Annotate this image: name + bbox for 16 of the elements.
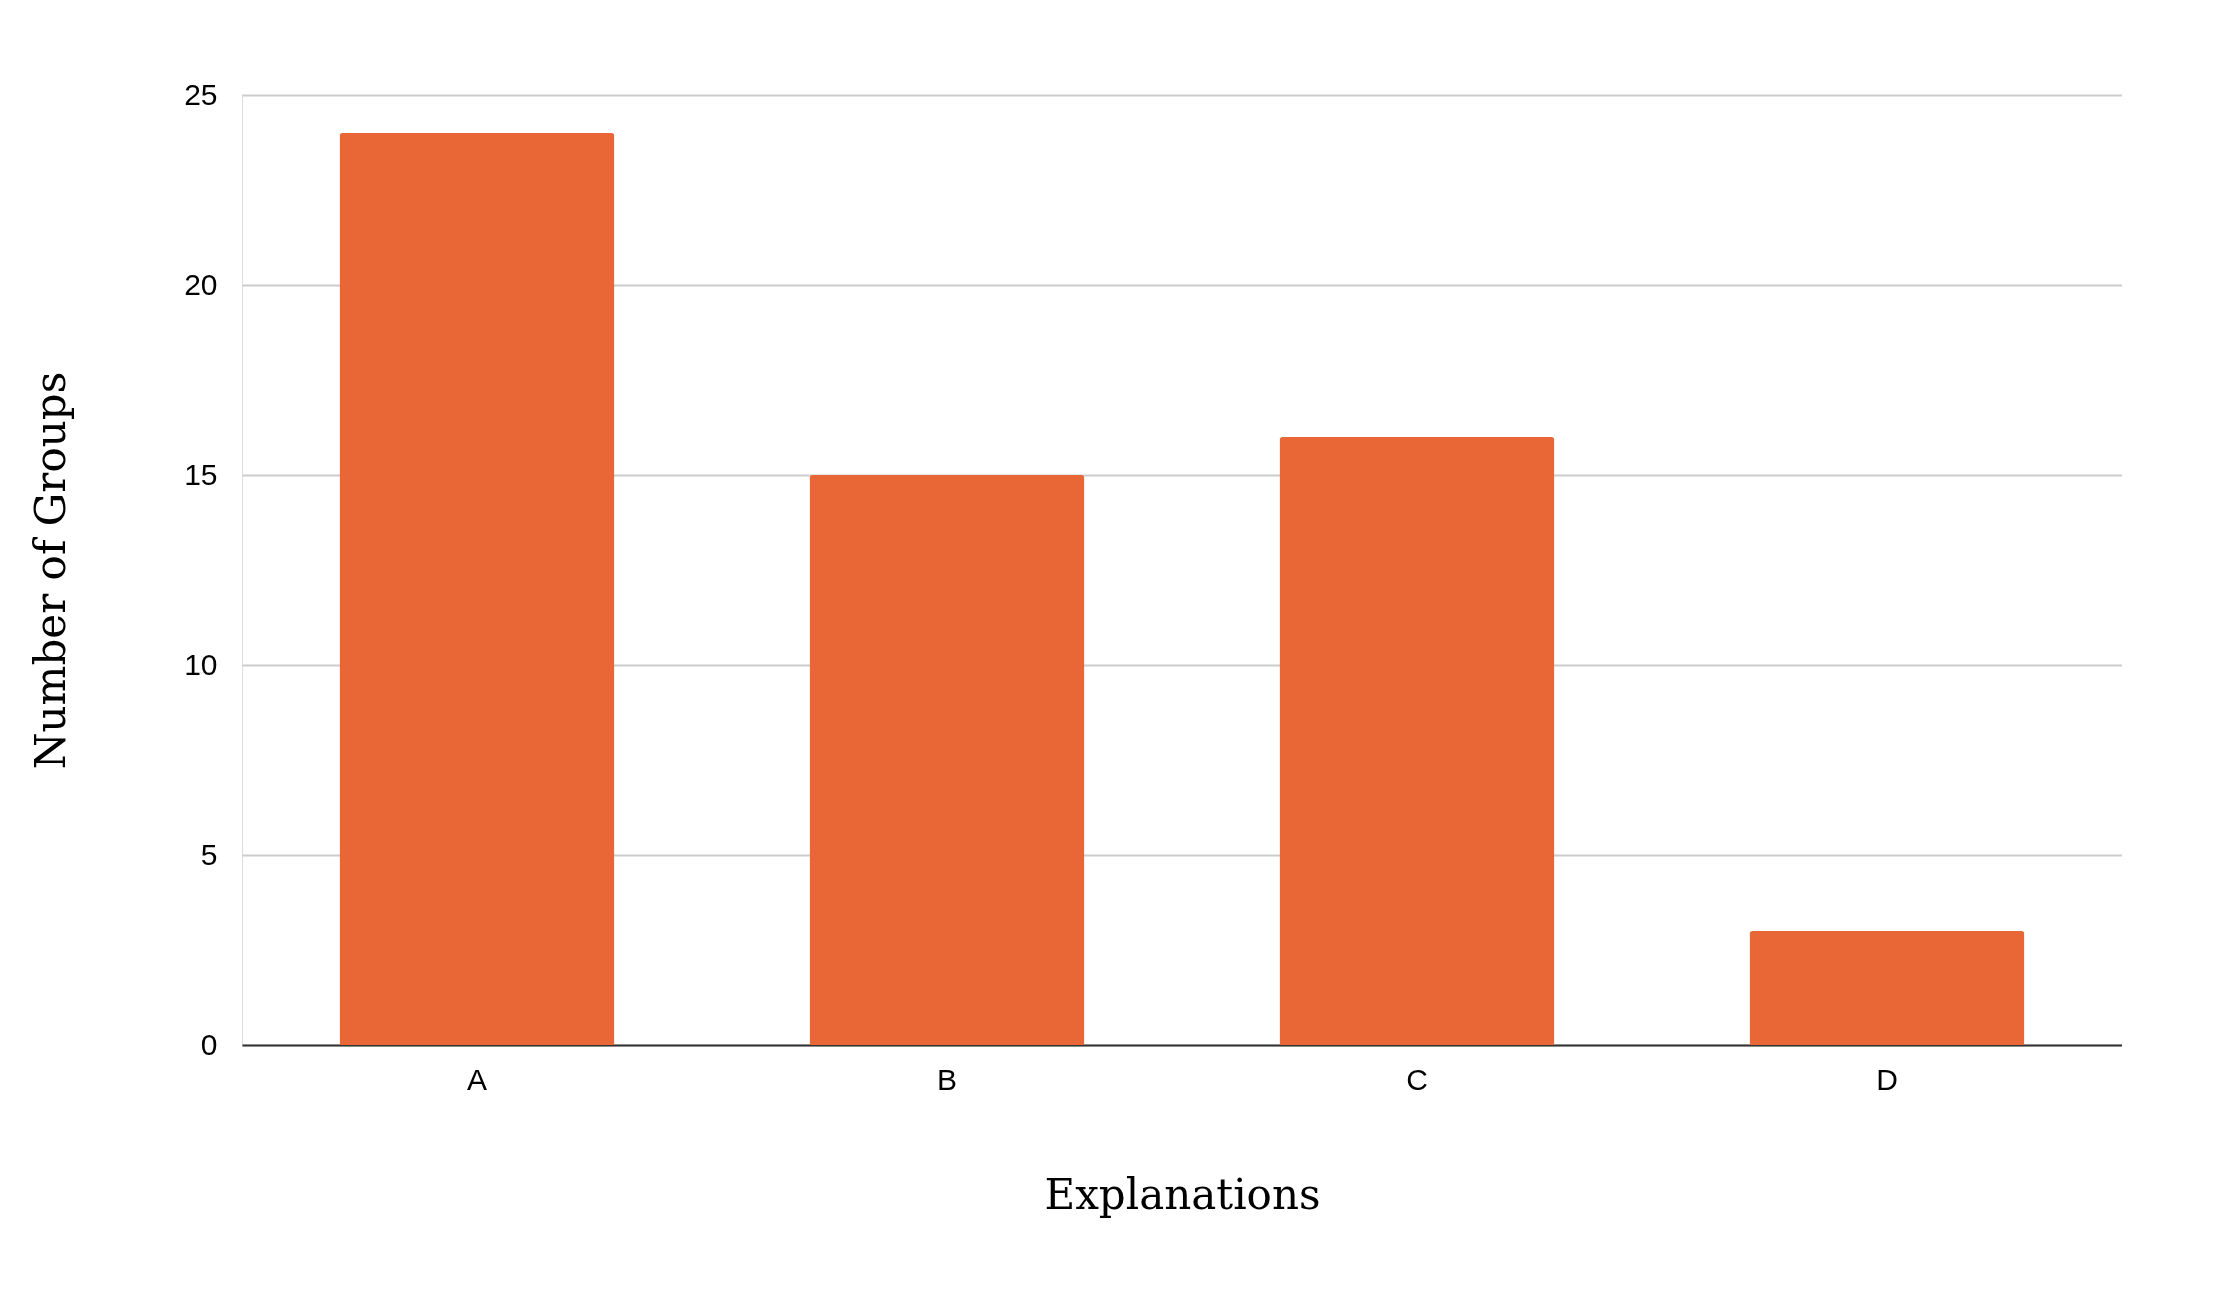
x-tick-label: D bbox=[1876, 1062, 1898, 1096]
x-tick-label: B bbox=[936, 1062, 958, 1096]
bar bbox=[1279, 437, 1555, 1045]
y-tick-label: 10 bbox=[184, 647, 218, 681]
y-axis-title: Number of Groups bbox=[26, 371, 76, 770]
y-tick-label: 25 bbox=[184, 77, 218, 111]
bar bbox=[339, 133, 615, 1045]
x-tick-label: C bbox=[1406, 1062, 1428, 1096]
bar bbox=[809, 475, 1085, 1045]
y-tick-label: 20 bbox=[184, 267, 218, 301]
y-tick-label: 0 bbox=[200, 1027, 218, 1061]
x-tick-label: A bbox=[466, 1062, 488, 1096]
bar bbox=[1749, 931, 2025, 1045]
y-tick-label: 15 bbox=[184, 457, 218, 491]
y-tick-label: 5 bbox=[200, 837, 218, 871]
x-axis-title: Explanations bbox=[1044, 1169, 1321, 1219]
